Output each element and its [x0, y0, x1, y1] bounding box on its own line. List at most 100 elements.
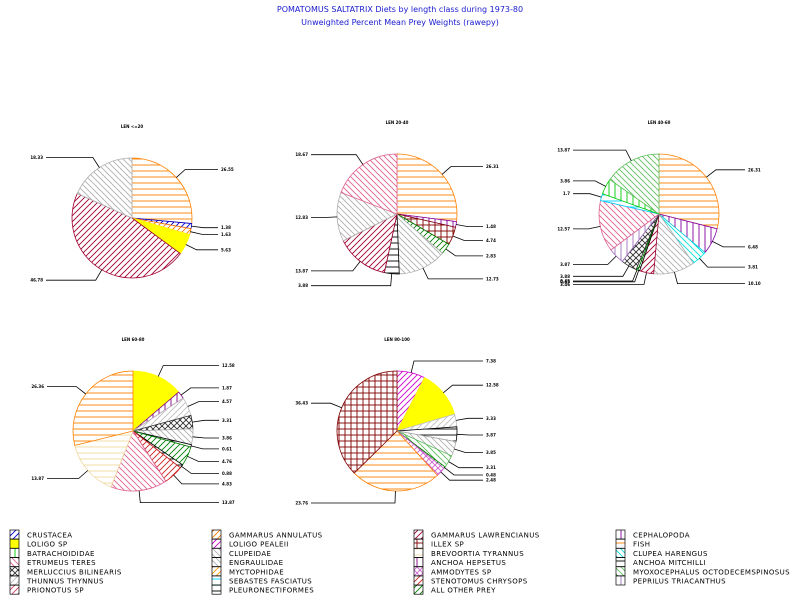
legend-item-merluccius_bilinearis: MERLUCCIUS BILINEARIS: [9, 566, 122, 577]
pie-slice-fish: [72, 370, 134, 446]
slice-value-label: 3.31: [222, 418, 232, 423]
legend-swatch: [615, 529, 626, 540]
pie-title: LEN 40-60: [648, 120, 671, 125]
leader-line: [157, 365, 219, 377]
slice-value-label: 26.31: [748, 167, 761, 172]
pie-chart-4: LEN 60-80 12.58 1.87 4.57 3.31 3.86 0.61 4.76 0.…: [31, 337, 235, 505]
legend-label: AMMODYTES SP: [431, 568, 492, 576]
leader-line: [573, 255, 617, 265]
pie-charts: LEN <=20 26.55 1.38 1.63 5.63 46.78 18.33 LEN 2…: [30, 120, 761, 505]
legend-swatch: [211, 557, 222, 567]
legend-item-illex_sp: ILLEX SP: [413, 538, 464, 549]
slice-value-label: 12.58: [486, 383, 499, 388]
slice-value-label: 4.74: [486, 238, 496, 243]
slice-value-label: 3.86: [560, 178, 570, 183]
slice-value-label: 1.63: [221, 232, 231, 237]
leader-line: [180, 387, 219, 396]
legend-label: THUNNUS THYNNUS: [26, 578, 104, 586]
leader-line: [573, 270, 640, 283]
legend-swatch: [413, 548, 424, 558]
legend-swatch: [211, 584, 222, 595]
pie-chart-5: LEN 80-1007.3812.583.333.873.853.310.482…: [295, 337, 499, 505]
slice-value-label: 12.73: [486, 276, 499, 281]
legend-item-clupea_harengus: CLUPEA HARENGUS: [615, 548, 708, 558]
figure-title: POMATOMUS SALTATRIX Diets by length clas…: [277, 5, 523, 14]
slice-value-label: 18.33: [30, 155, 43, 160]
legend-label: FISH: [633, 541, 650, 549]
slice-value-label: 1.38: [221, 225, 231, 230]
slice-value-label: 1.48: [486, 224, 496, 229]
legend-item-brevoortia_tyrannus: BREVOORTIA TYRANNUS: [413, 548, 524, 558]
legend-swatch: [413, 538, 424, 549]
legend: CRUSTACEA GAMMARUS ANNULATUS GAMMARUS LAWR…: [9, 529, 790, 595]
legend-item-batrachoididae: BATRACHOIDIDAE: [9, 548, 95, 558]
leader-line: [46, 157, 100, 168]
pie-slice-fish: [131, 157, 193, 224]
slice-value-label: 0.61: [222, 446, 232, 451]
slice-value-label: 13.87: [295, 268, 308, 273]
legend-swatch: [615, 557, 626, 567]
legend-swatch: [615, 538, 626, 549]
leader-line: [441, 165, 483, 175]
leader-line: [138, 490, 219, 504]
legend-item-loligo_pealeii: LOLIGO PEALEII: [211, 538, 289, 549]
leader-line: [191, 225, 218, 229]
legend-swatch: [9, 557, 20, 567]
legend-swatch: [211, 566, 222, 577]
pie-slice-etrumeus_teres: [598, 200, 660, 251]
legend-swatch: [615, 566, 626, 577]
leader-line: [311, 490, 396, 504]
legend-label: GAMMARUS ANNULATUS: [229, 532, 323, 540]
slice-value-label: 13.87: [557, 148, 570, 153]
pie-chart-1: LEN <=20 26.55 1.38 1.63 5.63 46.78 18.33: [30, 124, 234, 283]
leader-line: [573, 193, 602, 198]
leader-line: [176, 169, 218, 178]
leader-line: [674, 271, 745, 285]
leader-line: [573, 269, 638, 282]
pie-slice-fish: [658, 153, 720, 230]
slice-value-label: 10.10: [748, 281, 761, 286]
slice-value-label: 36.43: [295, 401, 308, 406]
leader-line: [181, 465, 219, 474]
leader-line: [443, 384, 483, 394]
legend-swatch: [9, 575, 20, 586]
legend-label: LOLIGO SP: [27, 541, 68, 549]
slice-value-label: 3.85: [486, 450, 496, 455]
slice-value-label: 3.86: [222, 436, 232, 441]
legend-item-gammarus_lawrencianus: GAMMARUS LAWRENCIANUS: [413, 529, 539, 540]
legend-swatch: [211, 548, 222, 558]
legend-item-pleuronectiformes: PLEURONECTIFORMES: [211, 584, 314, 595]
legend-item-etrumeus_teres: ETRUMEUS TERES: [9, 557, 96, 567]
legend-swatch: [9, 566, 20, 577]
slice-value-label: 12.58: [222, 363, 235, 368]
slice-value-label: 3.31: [486, 465, 496, 470]
legend-label: CLUPEIDAE: [229, 550, 271, 558]
slice-value-label: 4.57: [222, 399, 232, 404]
pie-title: LEN 80-100: [384, 337, 410, 342]
legend-label: LOLIGO PEALEII: [229, 541, 289, 549]
pie-slice-fish: [396, 153, 458, 223]
slice-value-label: 13.87: [222, 500, 235, 505]
leader-line: [410, 360, 483, 373]
pie-chart-2: LEN 20-40 26.31 1.48 4.74 2.83 12.73 3.88 13.87…: [295, 120, 499, 288]
leader-line: [422, 267, 483, 280]
slice-value-label: 1.7: [563, 191, 570, 196]
legend-swatch: [413, 566, 424, 577]
leader-line: [573, 180, 606, 187]
slice-value-label: 0.45: [560, 279, 570, 284]
leader-line: [190, 231, 218, 235]
legend-label: MERLUCCIUS BILINEARIS: [27, 568, 122, 576]
legend-label: BATRACHOIDIDAE: [27, 550, 95, 558]
legend-label: CRUSTACEA: [27, 532, 72, 540]
legend-label: ETRUMEUS TERES: [27, 559, 96, 567]
legend-swatch: [211, 575, 222, 586]
legend-label: CLUPEA HARENGUS: [633, 550, 708, 558]
slice-value-label: 3.33: [486, 416, 496, 421]
pie-title: LEN 20-40: [386, 120, 409, 125]
slice-value-label: 3.81: [748, 265, 758, 270]
leader-line: [311, 154, 364, 165]
pie-title: LEN <=20: [121, 124, 144, 129]
slice-value-label: 13.87: [31, 476, 44, 481]
legend-item-all_other_prey: ALL OTHER PREY: [413, 584, 496, 595]
pie-slice-etrumeus_teres: [110, 430, 167, 492]
